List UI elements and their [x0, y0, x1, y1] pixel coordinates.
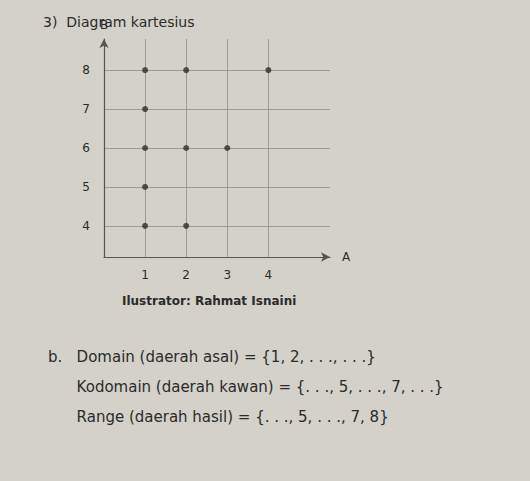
svg-text:4: 4 [82, 219, 90, 233]
svg-text:3) Diagram kartesius: 3) Diagram kartesius [43, 14, 194, 30]
svg-text:2: 2 [182, 268, 190, 282]
svg-text:6: 6 [82, 141, 90, 155]
html-text:Range (daerah hasil) = {. . .,: Range (daerah hasil) = {. . ., 5, . . .,… [48, 408, 389, 426]
svg-text:7: 7 [82, 102, 90, 116]
svg-text:A: A [342, 250, 351, 264]
html-text:Ilustrator: Rahmat Isnaini: Ilustrator: Rahmat Isnaini [122, 294, 297, 308]
svg-text:3: 3 [223, 268, 231, 282]
html-text:b. Domain (daerah asal) = {1,: b. Domain (daerah asal) = {1, 2, . . ., … [48, 348, 376, 366]
svg-text:4: 4 [265, 268, 273, 282]
svg-text:5: 5 [82, 180, 90, 194]
svg-text:1: 1 [141, 268, 149, 282]
svg-text:8: 8 [82, 63, 90, 77]
html-text:Kodomain (daerah kawan) = {. .: Kodomain (daerah kawan) = {. . ., 5, . .… [48, 378, 444, 396]
